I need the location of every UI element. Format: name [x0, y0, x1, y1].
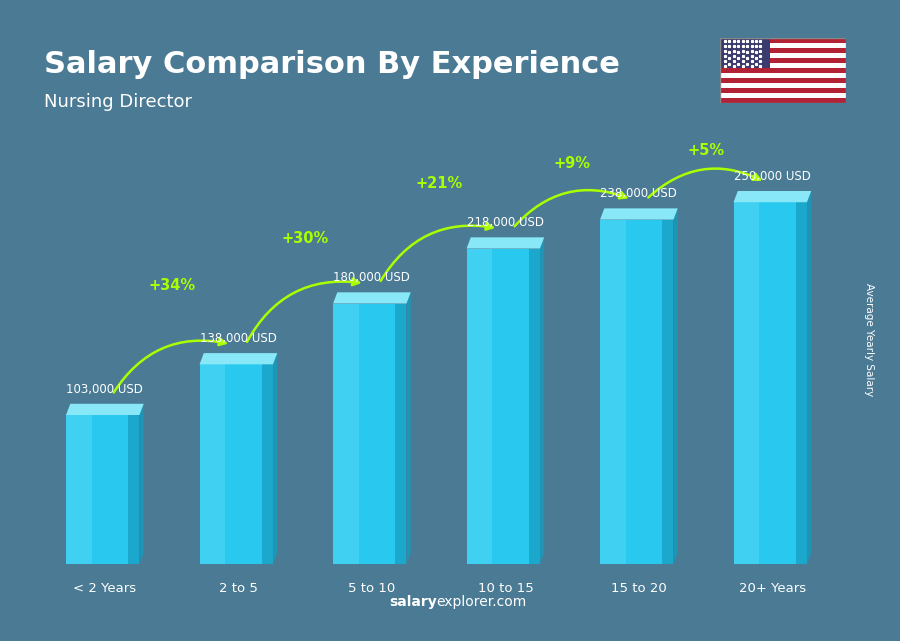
- Text: < 2 Years: < 2 Years: [73, 582, 137, 595]
- Bar: [720, 44, 846, 48]
- Bar: [720, 68, 846, 73]
- Text: 250,000 USD: 250,000 USD: [734, 170, 811, 183]
- Bar: [66, 415, 140, 564]
- Polygon shape: [200, 353, 277, 364]
- Bar: [720, 88, 846, 93]
- Text: salary: salary: [389, 595, 436, 609]
- Bar: [129, 415, 140, 564]
- Text: +5%: +5%: [687, 143, 725, 158]
- Text: 218,000 USD: 218,000 USD: [467, 216, 544, 229]
- Text: +9%: +9%: [554, 156, 590, 171]
- Polygon shape: [673, 208, 678, 564]
- Text: Average Yearly Salary: Average Yearly Salary: [864, 283, 874, 396]
- Bar: [720, 63, 846, 68]
- Bar: [262, 364, 273, 564]
- Polygon shape: [273, 353, 277, 564]
- Bar: [720, 97, 846, 103]
- Text: Nursing Director: Nursing Director: [44, 93, 192, 111]
- Bar: [720, 73, 846, 78]
- Polygon shape: [466, 237, 544, 249]
- Bar: [720, 93, 846, 97]
- Bar: [720, 78, 846, 83]
- Text: 2 to 5: 2 to 5: [219, 582, 257, 595]
- Polygon shape: [66, 404, 144, 415]
- Text: 238,000 USD: 238,000 USD: [600, 187, 678, 200]
- Bar: [466, 249, 492, 564]
- Text: +34%: +34%: [148, 278, 195, 294]
- Bar: [529, 249, 540, 564]
- Text: 15 to 20: 15 to 20: [611, 582, 667, 595]
- Text: 103,000 USD: 103,000 USD: [67, 383, 143, 395]
- Polygon shape: [734, 191, 811, 202]
- Text: 180,000 USD: 180,000 USD: [333, 271, 410, 284]
- Text: +30%: +30%: [282, 231, 328, 246]
- Bar: [333, 304, 359, 564]
- Bar: [720, 83, 846, 88]
- Text: 10 to 15: 10 to 15: [478, 582, 534, 595]
- Bar: [720, 48, 846, 53]
- Bar: [600, 220, 673, 564]
- Polygon shape: [407, 292, 410, 564]
- Polygon shape: [140, 404, 144, 564]
- Bar: [200, 364, 225, 564]
- Text: +21%: +21%: [415, 176, 463, 191]
- Bar: [66, 415, 92, 564]
- Text: Salary Comparison By Experience: Salary Comparison By Experience: [44, 51, 620, 79]
- Bar: [200, 364, 273, 564]
- Bar: [466, 249, 540, 564]
- Bar: [720, 53, 846, 58]
- Bar: [720, 38, 846, 44]
- Text: 138,000 USD: 138,000 USD: [200, 332, 277, 345]
- Polygon shape: [600, 208, 678, 220]
- Bar: [333, 304, 407, 564]
- Bar: [395, 304, 407, 564]
- Bar: [734, 202, 760, 564]
- Text: 20+ Years: 20+ Years: [739, 582, 806, 595]
- Bar: [720, 38, 770, 68]
- Polygon shape: [540, 237, 544, 564]
- Bar: [720, 58, 846, 63]
- Text: 5 to 10: 5 to 10: [348, 582, 395, 595]
- Polygon shape: [333, 292, 410, 304]
- Bar: [662, 220, 673, 564]
- Text: explorer.com: explorer.com: [436, 595, 526, 609]
- Bar: [796, 202, 807, 564]
- Polygon shape: [807, 191, 811, 564]
- Bar: [734, 202, 807, 564]
- Bar: [600, 220, 626, 564]
